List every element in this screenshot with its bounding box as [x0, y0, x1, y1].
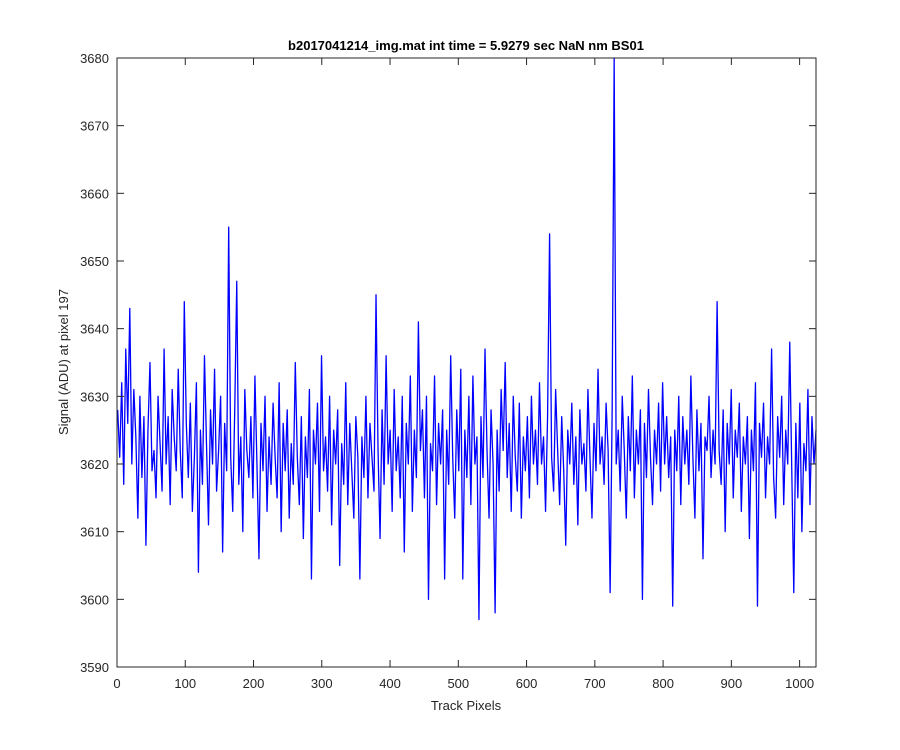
x-tick-label: 100	[174, 676, 196, 691]
y-tick-label: 3620	[80, 457, 109, 472]
series-layer	[117, 57, 817, 621]
y-tick-label: 3600	[80, 592, 109, 607]
y-tick-label: 3660	[80, 186, 109, 201]
y-tick-label: 3640	[80, 322, 109, 337]
y-tick-label: 3590	[80, 660, 109, 675]
x-tick-label: 200	[243, 676, 265, 691]
x-tick-label: 500	[447, 676, 469, 691]
x-tick-label: 300	[311, 676, 333, 691]
y-tick-label: 3630	[80, 389, 109, 404]
x-tick-label: 700	[584, 676, 606, 691]
y-tick-label: 3670	[80, 119, 109, 134]
signal-series-line	[117, 57, 817, 621]
x-axis-ticks: 0 100 200 300 400 500 600 700 800 900 1000	[113, 58, 814, 691]
y-tick-label: 3610	[80, 525, 109, 540]
x-axis-label: Track Pixels	[431, 698, 502, 713]
x-tick-label: 900	[721, 676, 743, 691]
x-tick-label: 0	[113, 676, 120, 691]
x-tick-label: 400	[379, 676, 401, 691]
plot-box	[116, 57, 817, 668]
x-tick-label: 1000	[785, 676, 814, 691]
y-axis-label: Signal (ADU) at pixel 197	[56, 289, 71, 435]
y-tick-label: 3650	[80, 254, 109, 269]
y-tick-label: 3680	[80, 51, 109, 66]
x-tick-label: 800	[652, 676, 674, 691]
y-axis-ticks: 3590 3600 3610 3620 3630 3640 3650 3660 3670 3680	[80, 51, 816, 675]
plot-area	[117, 58, 816, 667]
chart-title: b2017041214_img.mat int time = 5.9279 se…	[288, 38, 644, 53]
x-tick-label: 600	[516, 676, 538, 691]
